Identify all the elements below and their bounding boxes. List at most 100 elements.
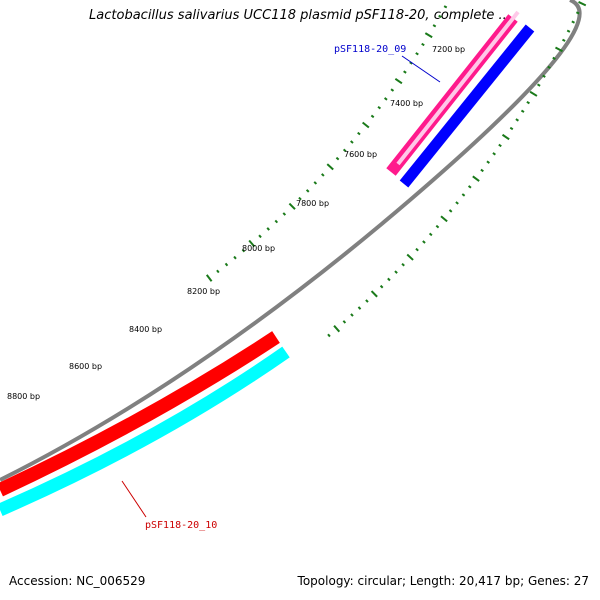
tick-mark [233, 255, 237, 260]
tick-mark [554, 46, 563, 53]
tick-mark [327, 333, 331, 338]
tick-mark [394, 270, 398, 274]
tick-mark [387, 277, 391, 282]
tick-mark [515, 118, 519, 122]
tick-mark [492, 152, 496, 156]
gene-label-leader-09 [401, 55, 441, 83]
tick-mark [542, 74, 546, 78]
gene-feature-pSF118-20_09-inner[interactable] [399, 24, 535, 188]
tick-mark [258, 234, 262, 239]
tick-mark [428, 232, 433, 237]
outer-tick-ring [205, 5, 448, 282]
tick-label: 7200 bp [432, 45, 465, 54]
backbone-ring [0, 0, 582, 482]
tick-mark [241, 248, 246, 253]
tick-mark [282, 212, 287, 216]
tick-mark [394, 77, 403, 85]
tick-mark [455, 201, 459, 205]
tick-mark [547, 65, 551, 69]
tick-mark [422, 240, 426, 244]
gene-label-leader-10 [121, 480, 147, 518]
tick-mark [365, 299, 369, 303]
tick-mark [501, 133, 510, 141]
tick-mark [421, 42, 425, 47]
tick-mark [432, 24, 437, 28]
tick-mark [529, 90, 538, 97]
tick-mark [562, 38, 566, 42]
tick-mark [216, 269, 220, 274]
tick-mark [461, 193, 466, 197]
tick-mark [403, 70, 407, 74]
tick-label: 8800 bp [7, 392, 40, 401]
tick-label: 7800 bp [296, 199, 329, 208]
tick-mark [440, 215, 448, 223]
gene-feature-pSF118-20_10-red[interactable] [0, 331, 280, 497]
tick-mark [350, 313, 354, 317]
tick-mark [409, 61, 413, 65]
tick-mark [390, 88, 395, 92]
gene-label-09[interactable]: pSF118-20_09 [334, 44, 406, 55]
tick-mark [526, 100, 530, 105]
tick-mark [536, 83, 541, 87]
tick-mark [335, 156, 340, 161]
tick-label: 8000 bp [242, 244, 275, 253]
tick-mark [472, 175, 480, 182]
tick-mark [362, 121, 370, 129]
tick-mark [509, 126, 514, 131]
tick-mark [370, 114, 375, 119]
tick-mark [406, 253, 414, 261]
tick-mark [370, 290, 378, 298]
tick-mark [379, 284, 384, 289]
tick-mark [377, 105, 382, 110]
tick-mark [384, 97, 388, 101]
tick-label: 8600 bp [69, 362, 102, 371]
tick-mark [480, 168, 484, 173]
tick-mark [435, 224, 440, 229]
gene-label-10[interactable]: pSF118-20_10 [145, 520, 217, 531]
tick-mark [298, 196, 302, 201]
tick-mark [520, 109, 525, 113]
tick-label-group: 7200 bp 7400 bp 7600 bp 7800 bp 8000 bp 8200 … [7, 45, 465, 401]
tick-mark [448, 209, 453, 213]
tick-mark [357, 306, 362, 310]
tick-mark [305, 189, 310, 193]
tick-mark [575, 11, 580, 15]
tick-mark [578, 1, 587, 7]
tick-mark [552, 56, 556, 60]
tick-label: 8400 bp [129, 325, 162, 334]
tick-mark [266, 227, 270, 231]
inner-tick-ring [327, 1, 587, 338]
tick-mark [205, 274, 213, 282]
tick-mark [424, 32, 433, 39]
tick-mark [342, 148, 347, 153]
tick-mark [401, 262, 405, 267]
topology-summary-text: Topology: circular; Length: 20,417 bp; G… [297, 574, 589, 588]
map-title: Lactobacillus salivarius UCC118 plasmid … [89, 8, 511, 23]
accession-text: Accession: NC_006529 [9, 574, 146, 588]
tick-mark [350, 140, 354, 144]
tick-label: 7400 bp [390, 99, 423, 108]
tick-mark [498, 143, 502, 148]
tick-mark [443, 5, 448, 9]
tick-mark [571, 20, 575, 24]
gene-feature-pSF118-20_09-highlight [396, 10, 520, 166]
gene-feature-pSF118-20_10-cyan[interactable] [0, 346, 290, 516]
tick-label: 8200 bp [187, 287, 220, 296]
tick-mark [415, 52, 419, 56]
tick-mark [486, 160, 490, 164]
tick-mark [288, 202, 296, 210]
tick-mark [333, 325, 341, 333]
tick-mark [566, 29, 571, 33]
tick-mark [248, 239, 256, 248]
tick-mark [415, 247, 419, 252]
tick-mark [326, 163, 334, 171]
tick-mark [321, 173, 325, 177]
tick-mark [357, 131, 361, 136]
tick-label: 7600 bp [344, 150, 377, 159]
tick-mark [224, 262, 229, 267]
tick-mark [467, 185, 472, 189]
tick-mark [274, 219, 279, 224]
tick-mark [342, 320, 347, 324]
tick-mark [438, 14, 442, 18]
